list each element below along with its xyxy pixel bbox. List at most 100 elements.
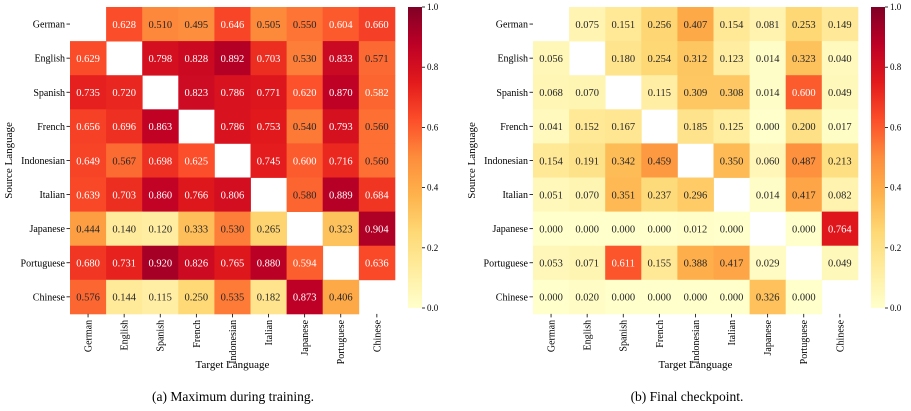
heatmap-cell bbox=[785, 211, 823, 247]
cell-label: 0.014 bbox=[756, 190, 780, 201]
heatmap-cell bbox=[70, 143, 107, 178]
colorbar-tick-label: 0.8 bbox=[890, 62, 902, 72]
cell-label: 0.793 bbox=[329, 122, 353, 133]
cell-label: 0.530 bbox=[293, 54, 317, 65]
cell-label: 0.237 bbox=[648, 190, 672, 201]
cell-label: 0.308 bbox=[720, 88, 744, 99]
y-tick-label: Japanese bbox=[492, 224, 528, 235]
cell-label: 0.123 bbox=[720, 54, 744, 65]
cell-label: 0.660 bbox=[365, 20, 389, 31]
heatmap-cell bbox=[142, 279, 179, 315]
heatmap-cell bbox=[286, 177, 324, 212]
y-tick-label: Italian bbox=[502, 190, 528, 201]
cell-label: 0.833 bbox=[329, 54, 353, 65]
heatmap-cell bbox=[713, 109, 750, 144]
colorbar bbox=[408, 7, 422, 308]
colorbar-tick-label: 0.4 bbox=[427, 183, 439, 193]
heatmap-cell bbox=[749, 245, 787, 281]
cell-label: 0.000 bbox=[684, 293, 708, 304]
y-tick-label: Chinese bbox=[33, 292, 66, 303]
cell-label: 0.636 bbox=[365, 259, 389, 270]
cell-label: 0.253 bbox=[792, 20, 816, 31]
heatmap-cell bbox=[821, 245, 859, 281]
colorbar-tick-label: 0.0 bbox=[890, 303, 902, 313]
heatmap-cell bbox=[214, 7, 251, 42]
heatmap-cell bbox=[106, 211, 143, 247]
heatmap-cell bbox=[322, 279, 360, 315]
cell-label: 0.029 bbox=[756, 259, 780, 270]
cell-label: 0.560 bbox=[365, 156, 389, 167]
heatmap-cell bbox=[106, 177, 143, 212]
cell-label: 0.495 bbox=[185, 20, 209, 31]
heatmap-cell bbox=[250, 41, 287, 76]
cell-label: 0.765 bbox=[221, 259, 245, 270]
y-tick-label: English bbox=[34, 54, 65, 65]
cell-label: 0.567 bbox=[112, 156, 136, 167]
cell-label: 0.049 bbox=[828, 259, 852, 270]
x-axis-label: Target Language bbox=[196, 359, 270, 371]
heatmap-cell bbox=[785, 75, 823, 110]
cell-label: 0.155 bbox=[648, 259, 672, 270]
colorbar-tick-label: 0.6 bbox=[890, 122, 902, 132]
cell-label: 0.720 bbox=[112, 88, 136, 99]
heatmap-cell bbox=[713, 245, 750, 281]
heatmap-cell bbox=[569, 177, 606, 212]
heatmap-cell bbox=[569, 109, 606, 144]
heatmap-cell bbox=[178, 245, 215, 281]
heatmap-cell bbox=[749, 7, 787, 42]
heatmap-cell bbox=[178, 143, 215, 178]
colorbar-tick-label: 0.6 bbox=[427, 122, 439, 132]
cell-label: 0.863 bbox=[148, 122, 172, 133]
x-tick-label: English bbox=[120, 320, 131, 351]
cell-label: 0.407 bbox=[684, 20, 708, 31]
heatmap-cell bbox=[178, 75, 215, 110]
cell-label: 0.444 bbox=[76, 224, 100, 235]
heatmap-cell bbox=[322, 143, 360, 178]
heatmap-cell bbox=[713, 143, 750, 178]
cell-label: 0.041 bbox=[539, 122, 563, 133]
heatmap-cell bbox=[250, 279, 287, 315]
cell-label: 0.151 bbox=[611, 20, 635, 31]
cell-label: 0.873 bbox=[293, 293, 317, 304]
cell-label: 0.505 bbox=[257, 20, 281, 31]
heatmap-cell bbox=[677, 41, 714, 76]
cell-label: 0.920 bbox=[148, 259, 172, 270]
x-tick-label: Indonesian bbox=[228, 320, 239, 364]
y-tick-label: German bbox=[496, 20, 528, 31]
heatmap-cell bbox=[569, 211, 606, 247]
heatmap-cell bbox=[533, 177, 570, 212]
cell-label: 0.745 bbox=[257, 156, 281, 167]
x-tick-label: Italian bbox=[264, 320, 275, 346]
cell-label: 0.185 bbox=[684, 122, 708, 133]
y-tick-label: Indonesian bbox=[484, 156, 528, 167]
heatmap-cell bbox=[677, 211, 714, 247]
cell-label: 0.070 bbox=[575, 190, 599, 201]
heatmap-cell bbox=[533, 279, 570, 315]
heatmap-cell bbox=[70, 177, 107, 212]
cell-label: 0.000 bbox=[611, 293, 635, 304]
cell-label: 0.823 bbox=[185, 88, 209, 99]
cell-label: 0.771 bbox=[257, 88, 281, 99]
heatmap-cell bbox=[358, 245, 396, 281]
cell-label: 0.017 bbox=[828, 122, 852, 133]
cell-label: 0.125 bbox=[720, 122, 744, 133]
heatmap-cell bbox=[821, 7, 859, 42]
cell-label: 0.828 bbox=[185, 54, 209, 65]
heatmap-cell bbox=[785, 177, 823, 212]
cell-label: 0.049 bbox=[828, 88, 852, 99]
cell-label: 0.786 bbox=[221, 122, 245, 133]
y-axis-label: Source Language bbox=[3, 122, 15, 199]
heatmap-cell bbox=[70, 75, 107, 110]
x-tick-label: Chinese bbox=[835, 319, 846, 352]
heatmap-cell bbox=[250, 143, 287, 178]
x-tick-label: Spanish bbox=[619, 320, 630, 352]
heatmap-cell bbox=[358, 7, 396, 42]
heatmap-cell bbox=[605, 211, 642, 247]
heatmap-cell bbox=[214, 109, 251, 144]
cell-label: 0.646 bbox=[221, 20, 245, 31]
heatmap-cell bbox=[821, 41, 859, 76]
cell-label: 0.213 bbox=[828, 156, 852, 167]
x-tick-label: German bbox=[547, 320, 558, 352]
heatmap-cell bbox=[821, 143, 859, 178]
